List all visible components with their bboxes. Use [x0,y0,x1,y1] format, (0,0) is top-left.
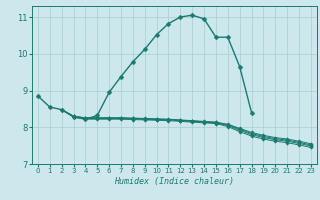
X-axis label: Humidex (Indice chaleur): Humidex (Indice chaleur) [115,177,234,186]
